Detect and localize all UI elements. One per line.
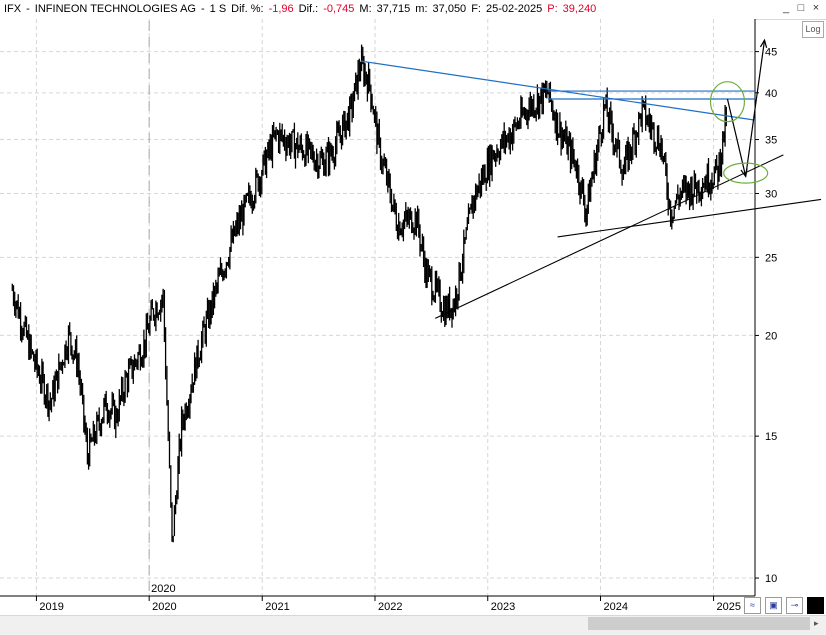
scroll-right-arrow[interactable]: ▸ — [814, 618, 819, 628]
max-label: M: — [359, 3, 372, 15]
highlight-ellipse — [723, 162, 769, 184]
projection-arrow-down — [740, 168, 748, 178]
price-value: 39,240 — [562, 3, 597, 15]
min-value: 37,050 — [432, 3, 467, 15]
year-marker-label: 2020 — [151, 583, 175, 595]
date-value: 25-02-2025 — [485, 3, 543, 15]
x-tick-label: 2020 — [152, 601, 176, 613]
color-swatch-icon[interactable] — [807, 597, 824, 614]
price-series — [11, 44, 727, 543]
trendline-black — [434, 154, 784, 319]
log-scale-button[interactable]: Log — [802, 21, 824, 38]
timeframe: 1 S — [209, 3, 227, 15]
y-tick-label: 20 — [765, 330, 777, 342]
x-tick-label: 2024 — [603, 601, 627, 613]
y-tick-label: 40 — [765, 88, 777, 100]
date-label: F: — [471, 3, 481, 15]
company-name: INFINEON TECHNOLOGIES AG — [34, 3, 196, 15]
x-tick-label: 2019 — [39, 601, 63, 613]
x-tick-label: 2023 — [491, 601, 515, 613]
x-tick-label: 2021 — [265, 601, 289, 613]
title-bar: IFX - INFINEON TECHNOLOGIES AG -1 S Dif. %: -… — [0, 0, 826, 20]
x-tick-label: 2025 — [717, 601, 741, 613]
dif-value: -0,745 — [323, 3, 355, 15]
minimize-button[interactable]: _ — [782, 2, 790, 14]
trendline-black — [557, 198, 822, 238]
projection-arrow-up — [759, 38, 768, 48]
scrollbar-thumb[interactable] — [588, 617, 810, 630]
window-buttons: _ □ × — [780, 3, 822, 15]
save-icon[interactable]: ▣ — [765, 597, 782, 614]
max-value: 37,715 — [376, 3, 411, 15]
price-label: P: — [547, 3, 558, 15]
title-dash: - — [200, 3, 205, 15]
close-button[interactable]: × — [812, 2, 820, 14]
maximize-button[interactable]: □ — [797, 2, 805, 14]
y-tick-label: 25 — [765, 252, 777, 264]
dif-pct-value: -1,96 — [268, 3, 294, 15]
y-tick-label: 35 — [765, 135, 777, 147]
y-tick-label: 15 — [765, 431, 777, 443]
title-separator: - — [26, 3, 30, 15]
dif-pct-label: Dif. %: — [231, 3, 264, 15]
y-tick-label: 45 — [765, 47, 777, 59]
dif-label: Dif.: — [298, 3, 319, 15]
y-tick-label: 30 — [765, 189, 777, 201]
scroll-left-arrow[interactable] — [4, 618, 10, 630]
chart-tools: ≈ ▣ ⊸ — [744, 597, 824, 614]
ticker: IFX — [4, 3, 22, 15]
chart-title: IFX - INFINEON TECHNOLOGIES AG -1 S Dif. %: -… — [4, 3, 601, 15]
min-label: m: — [415, 3, 428, 15]
chart-style-icon[interactable]: ≈ — [744, 597, 761, 614]
pin-icon[interactable]: ⊸ — [786, 597, 803, 614]
y-tick-label: 10 — [765, 573, 777, 585]
highlight-ellipse — [709, 81, 746, 123]
x-tick-label: 2022 — [378, 601, 402, 613]
